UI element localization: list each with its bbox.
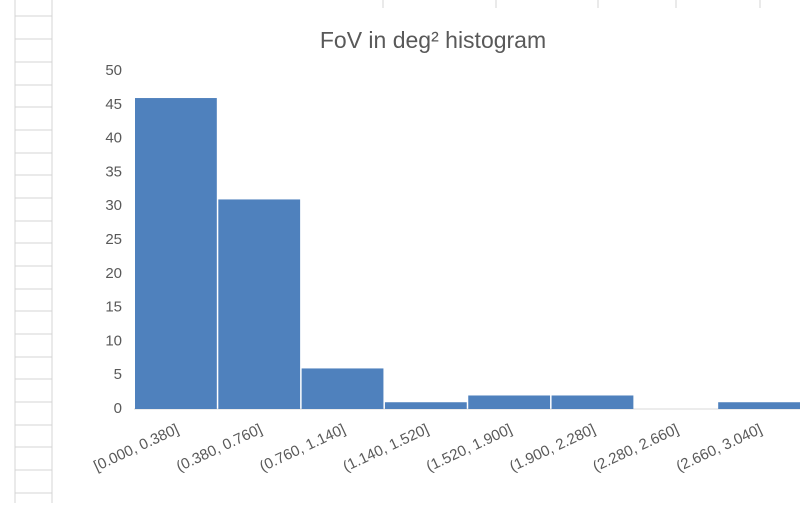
x-tick-label: (1.900, 2.280] xyxy=(507,421,598,476)
y-tick-label: 50 xyxy=(105,62,122,79)
y-tick-label: 45 xyxy=(105,96,122,113)
y-tick-label: 35 xyxy=(105,163,122,180)
y-tick-label: 5 xyxy=(114,366,122,383)
y-tick-label: 25 xyxy=(105,231,122,248)
y-tick-label: 20 xyxy=(105,265,122,282)
bar xyxy=(468,395,551,409)
bar xyxy=(218,199,301,409)
y-tick-label: 30 xyxy=(105,197,122,214)
y-tick-label: 15 xyxy=(105,299,122,316)
bar xyxy=(718,402,800,409)
x-tick-label: (0.380, 0.760] xyxy=(174,421,265,476)
bar xyxy=(551,395,634,409)
bar xyxy=(301,368,384,409)
x-tick-label: (1.140, 1.520] xyxy=(340,421,431,476)
y-tick-label: 40 xyxy=(105,130,122,147)
bar xyxy=(135,98,217,409)
chart-title: FoV in deg² histogram xyxy=(320,27,546,53)
x-tick-label: (2.280, 2.660] xyxy=(590,421,681,476)
bar xyxy=(384,402,467,409)
spreadsheet-grid xyxy=(14,0,761,503)
x-tick-label: (1.520, 1.900] xyxy=(424,421,515,476)
x-tick-label: (2.660, 3.040] xyxy=(674,421,765,476)
y-tick-label: 10 xyxy=(105,332,122,349)
y-tick-label: 0 xyxy=(114,400,122,417)
x-tick-label: [0.000, 0.380] xyxy=(91,421,181,475)
x-tick-label: (0.760, 1.140] xyxy=(257,421,348,476)
